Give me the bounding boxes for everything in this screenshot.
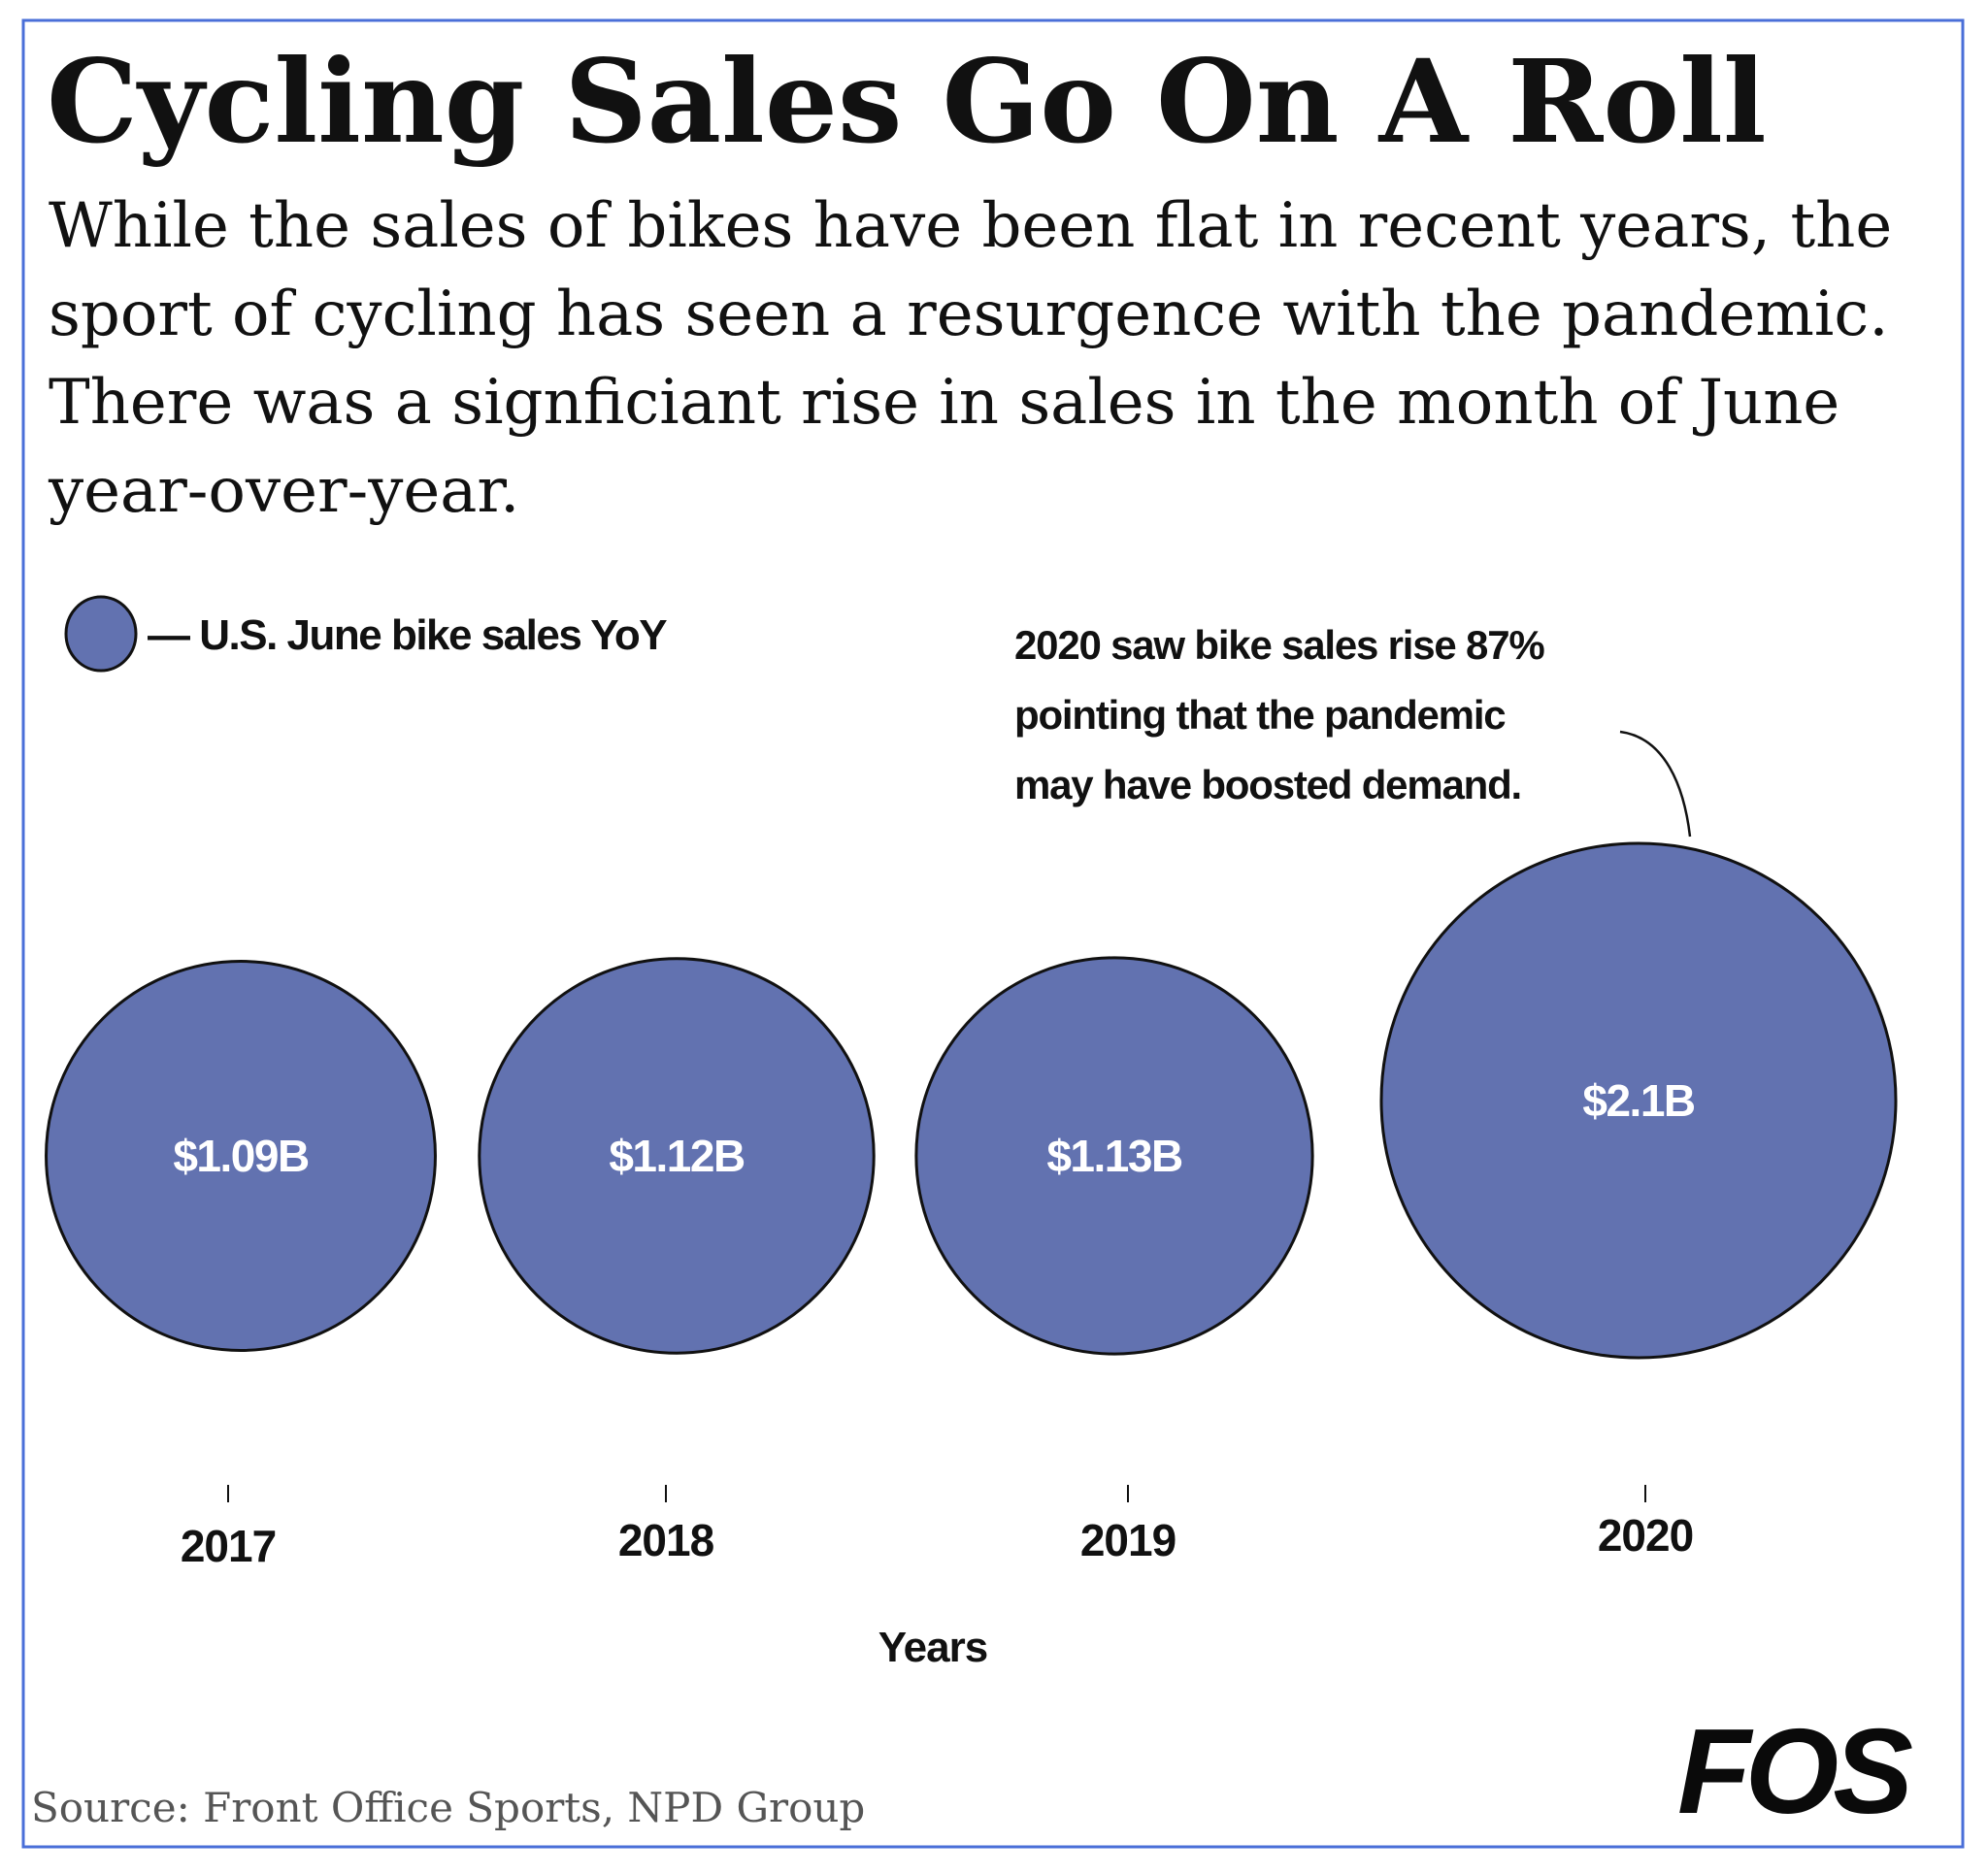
bubble-2017 [45, 960, 437, 1352]
bubble-value-label: $1.13B [1046, 1131, 1182, 1181]
fos-logo: FOS [1677, 1705, 1912, 1839]
x-tick-label: 2019 [1080, 1515, 1176, 1565]
x-axis-label: Years [878, 1624, 987, 1671]
legend: — U.S. June bike sales YoY [64, 595, 669, 673]
x-axis: 2017 2018 2019 2020 [181, 1485, 1694, 1571]
bubbles: $1.09B $1.12B $1.13B $2.1B [45, 841, 1898, 1360]
subtitle: While the sales of bikes have been flat … [48, 190, 1892, 527]
bubble-value-label: $2.1B [1582, 1075, 1695, 1126]
annotation-line: may have boosted demand. [1014, 762, 1521, 807]
subtitle-line: year-over-year. [48, 455, 519, 527]
annotation-connector [1619, 730, 1692, 838]
bubble-2018 [478, 957, 876, 1355]
subtitle-line: There was a signficiant rise in sales in… [49, 367, 1839, 439]
legend-label: — U.S. June bike sales YoY [148, 611, 667, 659]
annotation: 2020 saw bike sales rise 87% pointing th… [1014, 622, 1546, 807]
source-note: Source: Front Office Sports, NPD Group [31, 1784, 865, 1831]
annotation-line: pointing that the pandemic [1014, 692, 1506, 738]
x-tick-label: 2017 [181, 1521, 276, 1571]
x-tick-label: 2018 [618, 1515, 714, 1565]
legend-swatch [64, 595, 138, 673]
annotation-line: 2020 saw bike sales rise 87% [1014, 622, 1544, 668]
subtitle-line: While the sales of bikes have been flat … [49, 190, 1892, 262]
bubble-2019 [914, 956, 1314, 1356]
bubble-value-label: $1.12B [609, 1131, 745, 1181]
subtitle-line: sport of cycling has seen a resurgence w… [49, 279, 1889, 350]
chart-title: Cycling Sales Go On A Roll [47, 34, 1767, 169]
x-tick-label: 2020 [1598, 1510, 1693, 1561]
bubble-value-label: $1.09B [173, 1131, 309, 1181]
bubble-2020 [1379, 841, 1898, 1360]
